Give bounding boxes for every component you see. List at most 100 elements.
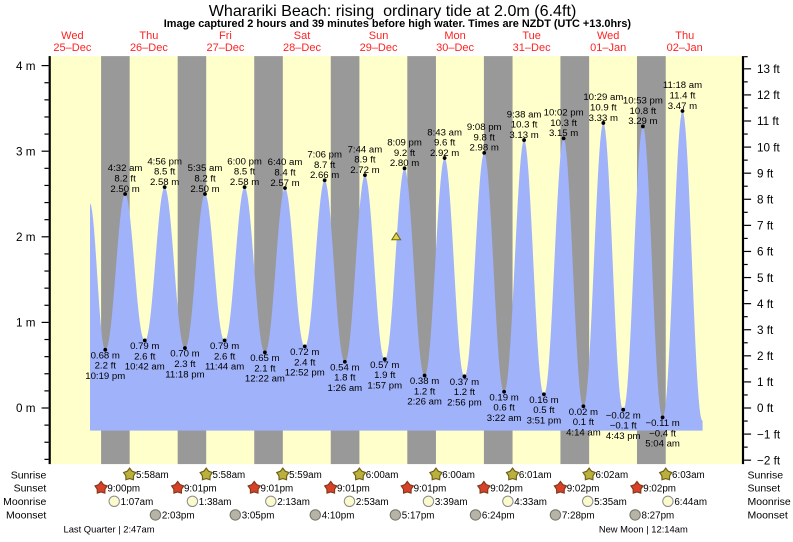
svg-text:2.6 ft: 2.6 ft	[214, 351, 236, 362]
svg-text:8.7 ft: 8.7 ft	[314, 160, 336, 171]
svg-text:2.80 m: 2.80 m	[390, 158, 419, 169]
svg-text:Wed: Wed	[597, 30, 619, 42]
svg-text:2.98 m: 2.98 m	[470, 143, 499, 154]
svg-text:0.57 m: 0.57 m	[370, 360, 399, 371]
svg-text:10 ft: 10 ft	[757, 141, 780, 154]
svg-text:8.9 ft: 8.9 ft	[354, 155, 376, 166]
svg-text:5:58am: 5:58am	[136, 470, 169, 481]
svg-text:2.3 ft: 2.3 ft	[174, 359, 196, 370]
svg-text:Sunset: Sunset	[14, 483, 47, 495]
svg-text:0.19 m: 0.19 m	[489, 392, 518, 403]
svg-text:8 ft: 8 ft	[757, 193, 774, 206]
svg-text:6:00am: 6:00am	[442, 470, 475, 481]
svg-text:10:42 am: 10:42 am	[125, 362, 165, 373]
svg-text:4:56 pm: 4:56 pm	[147, 156, 182, 167]
svg-text:9:38 am: 9:38 am	[507, 109, 542, 120]
svg-text:3.13 m: 3.13 m	[509, 130, 538, 141]
svg-text:7:44 am: 7:44 am	[348, 144, 383, 155]
svg-text:11 ft: 11 ft	[757, 115, 780, 128]
svg-text:0.54 m: 0.54 m	[330, 362, 359, 373]
svg-text:6:01am: 6:01am	[519, 470, 552, 481]
svg-text:12:52 pm: 12:52 pm	[285, 368, 325, 379]
svg-text:01–Jan: 01–Jan	[590, 42, 626, 54]
svg-text:3.47 m: 3.47 m	[668, 101, 697, 112]
svg-text:2.58 m: 2.58 m	[150, 177, 179, 188]
svg-text:2:56 pm: 2:56 pm	[447, 398, 482, 409]
svg-text:Sunrise: Sunrise	[748, 469, 784, 481]
svg-text:Thu: Thu	[139, 30, 158, 42]
svg-text:1.8 ft: 1.8 ft	[334, 373, 356, 384]
svg-text:3 m: 3 m	[16, 145, 35, 158]
svg-text:9.8 ft: 9.8 ft	[474, 132, 496, 143]
svg-text:30–Dec: 30–Dec	[436, 42, 474, 54]
svg-text:0.72 m: 0.72 m	[290, 347, 319, 358]
svg-text:8.2 ft: 8.2 ft	[114, 174, 136, 185]
svg-text:4:43 pm: 4:43 pm	[606, 431, 641, 442]
svg-text:9:01pm: 9:01pm	[184, 484, 217, 495]
svg-text:5:17pm: 5:17pm	[402, 511, 435, 522]
svg-text:Sunrise: Sunrise	[11, 469, 47, 481]
svg-text:26–Dec: 26–Dec	[130, 42, 168, 54]
svg-text:0.38 m: 0.38 m	[410, 376, 439, 387]
svg-text:3.33 m: 3.33 m	[589, 113, 618, 124]
svg-text:−0.11 m: −0.11 m	[645, 418, 679, 429]
svg-text:1:26 am: 1:26 am	[328, 383, 363, 394]
svg-text:Tue: Tue	[522, 30, 541, 42]
svg-text:5 ft: 5 ft	[757, 272, 774, 285]
svg-text:9:01pm: 9:01pm	[337, 484, 370, 495]
svg-text:Mon: Mon	[444, 30, 465, 42]
svg-text:−2 ft: −2 ft	[757, 454, 781, 467]
svg-text:0.5 ft: 0.5 ft	[533, 405, 555, 416]
svg-text:9:02pm: 9:02pm	[567, 484, 600, 495]
svg-text:10:29 am: 10:29 am	[583, 92, 623, 103]
svg-text:0.37 m: 0.37 m	[450, 377, 479, 388]
svg-text:02–Jan: 02–Jan	[667, 42, 703, 54]
svg-text:12:22 am: 12:22 am	[245, 374, 285, 385]
svg-text:4:14 am: 4:14 am	[566, 427, 601, 438]
svg-text:Sat: Sat	[294, 30, 311, 42]
svg-text:0.79 m: 0.79 m	[210, 341, 239, 352]
svg-text:5:59am: 5:59am	[289, 470, 322, 481]
svg-text:2:53am: 2:53am	[356, 497, 389, 508]
svg-text:Thu: Thu	[675, 30, 694, 42]
svg-text:5:35 am: 5:35 am	[188, 163, 223, 174]
svg-text:5:04 am: 5:04 am	[645, 439, 680, 450]
svg-text:Moonrise: Moonrise	[3, 496, 46, 508]
svg-text:1.9 ft: 1.9 ft	[374, 370, 396, 381]
svg-text:0.65 m: 0.65 m	[250, 353, 279, 364]
svg-text:0.70 m: 0.70 m	[170, 349, 199, 360]
svg-text:7 ft: 7 ft	[757, 220, 774, 233]
svg-text:2.4 ft: 2.4 ft	[294, 357, 316, 368]
svg-text:−1 ft: −1 ft	[757, 428, 781, 441]
svg-text:2.50 m: 2.50 m	[110, 184, 139, 195]
svg-text:2 ft: 2 ft	[757, 350, 774, 363]
svg-text:6:44am: 6:44am	[674, 497, 707, 508]
svg-text:9:02pm: 9:02pm	[490, 484, 523, 495]
svg-text:9.6 ft: 9.6 ft	[434, 138, 456, 149]
svg-text:9:08 pm: 9:08 pm	[467, 122, 502, 133]
svg-text:6:03am: 6:03am	[672, 470, 705, 481]
svg-text:1 ft: 1 ft	[757, 376, 774, 389]
svg-text:2:26 am: 2:26 am	[407, 397, 442, 408]
svg-text:−0.02 m: −0.02 m	[606, 410, 641, 421]
svg-text:Wed: Wed	[61, 30, 83, 42]
svg-text:10:02 pm: 10:02 pm	[544, 108, 584, 119]
svg-text:1.2 ft: 1.2 ft	[454, 387, 476, 398]
svg-text:1:57 pm: 1:57 pm	[367, 380, 402, 391]
svg-text:0 ft: 0 ft	[757, 402, 774, 415]
svg-text:25–Dec: 25–Dec	[53, 42, 91, 54]
svg-text:13 ft: 13 ft	[757, 63, 780, 76]
svg-text:8:27pm: 8:27pm	[642, 511, 675, 522]
svg-text:2.50 m: 2.50 m	[190, 184, 219, 195]
svg-text:12 ft: 12 ft	[757, 89, 780, 102]
svg-text:3:05pm: 3:05pm	[242, 511, 275, 522]
svg-text:6:00 pm: 6:00 pm	[227, 156, 262, 167]
svg-text:3:22 am: 3:22 am	[487, 413, 522, 424]
svg-text:9:01pm: 9:01pm	[261, 484, 294, 495]
svg-text:8.2 ft: 8.2 ft	[194, 174, 216, 185]
svg-text:1 m: 1 m	[16, 317, 35, 330]
svg-text:2.2 ft: 2.2 ft	[95, 361, 117, 372]
svg-text:4:33am: 4:33am	[514, 497, 547, 508]
svg-text:10.9 ft: 10.9 ft	[590, 102, 617, 113]
svg-text:3.15 m: 3.15 m	[549, 128, 578, 139]
